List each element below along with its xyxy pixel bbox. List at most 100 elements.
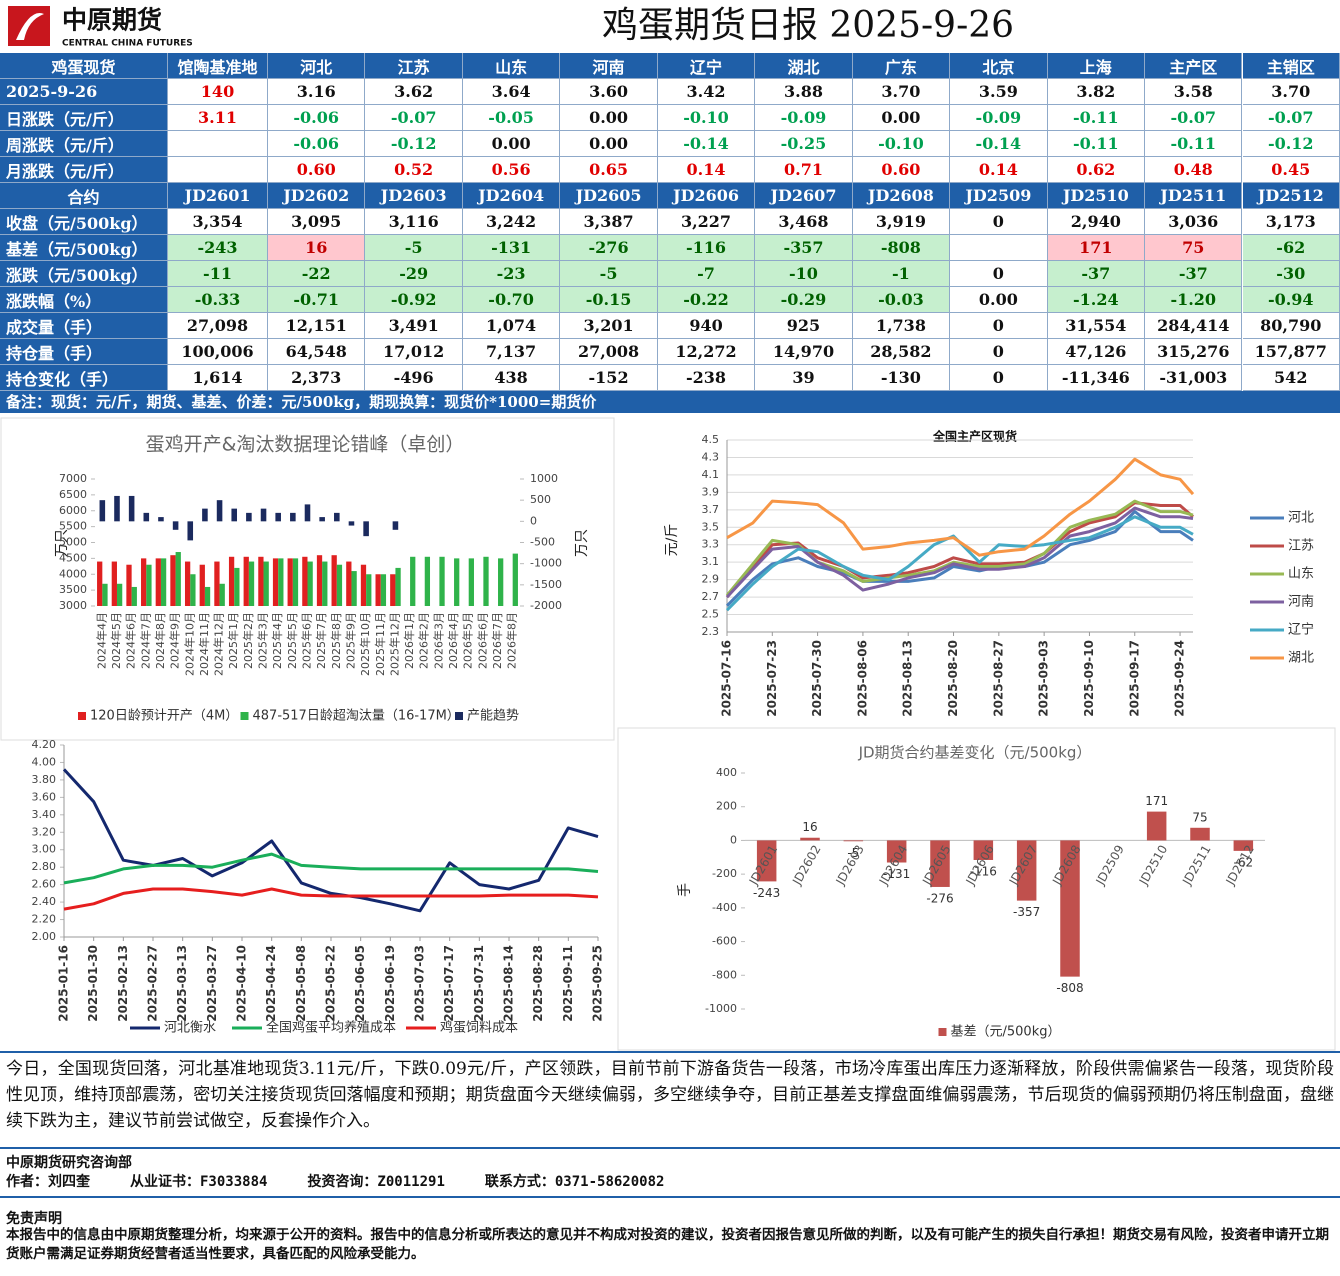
table-cell: 0.52 bbox=[365, 157, 463, 183]
footer-rule bbox=[0, 1196, 1340, 1198]
bar bbox=[97, 561, 103, 606]
bar bbox=[143, 512, 150, 522]
table-header-cell: JD2510 bbox=[1047, 183, 1146, 209]
table-cell: 31,554 bbox=[1047, 313, 1146, 339]
table-cell: 3.42 bbox=[657, 79, 756, 105]
table-cell: -496 bbox=[365, 365, 463, 391]
table-cell: -0.29 bbox=[755, 287, 853, 313]
x-tick-label: JD2509 bbox=[1093, 843, 1127, 888]
disclaimer-text: 本报告中的信息由中原期货整理分析，均来源于公开的资料。报告中的信息分析或所表达的… bbox=[6, 1227, 1329, 1262]
table-header-cell: 馆陶基准地 bbox=[168, 53, 268, 79]
table-header-cell: JD2607 bbox=[755, 183, 853, 209]
table-cell bbox=[168, 131, 268, 157]
x-tick-label: 2025-09-03 bbox=[1037, 640, 1051, 717]
data-label: -62 bbox=[1234, 855, 1254, 869]
y-tick-label: -400 bbox=[712, 901, 737, 914]
bar bbox=[228, 556, 235, 606]
y-tick-label: -2000 bbox=[530, 599, 562, 612]
bar bbox=[1190, 827, 1210, 841]
table-cell: -0.07 bbox=[1145, 105, 1243, 131]
x-tick-label: 2026年5月 bbox=[461, 612, 475, 669]
table-cell: 0.00 bbox=[462, 131, 561, 157]
y-tick-label: 7000 bbox=[59, 472, 87, 485]
x-tick-label: 2025-05-08 bbox=[294, 945, 308, 1022]
table-header-cell: 湖北 bbox=[755, 53, 853, 79]
table-header-cell: 上海 bbox=[1047, 53, 1146, 79]
bar bbox=[366, 574, 372, 606]
x-tick-label: 2024年8月 bbox=[153, 612, 167, 669]
x-tick-label: 2026年1月 bbox=[402, 612, 416, 669]
x-tick-label: 2024年5月 bbox=[109, 612, 123, 669]
bar bbox=[128, 495, 135, 522]
table-cell: -152 bbox=[560, 365, 658, 391]
table-cell: 100,006 bbox=[168, 339, 268, 365]
bar bbox=[316, 555, 323, 606]
table-cell: -243 bbox=[168, 235, 268, 261]
bar bbox=[512, 553, 518, 606]
x-tick-label: 2025年2月 bbox=[241, 612, 255, 669]
table-cell: 542 bbox=[1242, 365, 1340, 391]
table-cell: -0.07 bbox=[1242, 105, 1340, 131]
table-cell: 2,940 bbox=[1047, 209, 1146, 235]
x-tick-label: 2025-08-27 bbox=[991, 640, 1005, 717]
footer-advisory: 投资咨询：Z0011291 bbox=[307, 1174, 445, 1190]
bar bbox=[360, 564, 367, 606]
table-cell: 3,919 bbox=[852, 209, 951, 235]
legend-label: 河北 bbox=[1288, 511, 1314, 526]
bar bbox=[1016, 840, 1037, 901]
table-cell: 持仓变化（手） bbox=[0, 365, 168, 391]
table-cell: -0.25 bbox=[755, 131, 853, 157]
x-tick-label: 2024年7月 bbox=[138, 612, 152, 669]
bar bbox=[172, 521, 179, 530]
x-tick-label: JD2603 bbox=[833, 843, 867, 888]
x-tick-label: 2026年3月 bbox=[431, 612, 445, 669]
table-header-cell: JD2606 bbox=[657, 183, 756, 209]
y-tick-label: 2.00 bbox=[32, 930, 57, 943]
legend-swatch bbox=[78, 712, 86, 720]
x-tick-label: 2025-09-24 bbox=[1173, 640, 1187, 717]
legend-swatch bbox=[455, 712, 463, 720]
y-tick-label: 3.40 bbox=[32, 808, 57, 821]
table-cell: -22 bbox=[268, 261, 366, 287]
legend-label: 487-517日龄超淘汰量（16-17M） bbox=[253, 709, 460, 724]
x-tick-label: JD2510 bbox=[1136, 843, 1170, 888]
y-axis-title: 手 bbox=[677, 883, 693, 897]
chart-title: JD期货合约基差变化（元/500kg） bbox=[858, 744, 1092, 762]
footer-cert: 从业证书：F3033884 bbox=[130, 1174, 268, 1190]
charts: 蛋鸡开产&淘汰数据理论错峰（卓创）万只 万只3000350040004500500… bbox=[0, 417, 1336, 1051]
x-tick-label: 2025-08-20 bbox=[946, 640, 960, 717]
x-tick-label: 2025-07-03 bbox=[413, 945, 427, 1022]
bar bbox=[214, 561, 220, 606]
table-cell: -1 bbox=[852, 261, 951, 287]
x-tick-label: 2025年3月 bbox=[256, 612, 270, 669]
bar bbox=[216, 500, 223, 522]
x-tick-label: 2025年5月 bbox=[285, 612, 299, 669]
footer-contact: 联系方式：0371-58620082 bbox=[484, 1174, 665, 1190]
x-tick-label: JD2602 bbox=[789, 843, 823, 888]
table-cell: -276 bbox=[560, 235, 658, 261]
bar bbox=[155, 558, 161, 606]
y-tick-label: 3.00 bbox=[32, 843, 57, 856]
y-tick-label: 3.9 bbox=[702, 485, 720, 498]
x-tick-label: 2025-07-31 bbox=[472, 945, 486, 1022]
x-tick-label: 2025年1月 bbox=[226, 612, 240, 669]
y-tick-label: 5500 bbox=[59, 520, 87, 533]
bar bbox=[243, 556, 249, 606]
table-cell: -0.12 bbox=[1242, 131, 1340, 157]
series-line bbox=[726, 457, 1195, 557]
series-line bbox=[725, 506, 1194, 599]
bar bbox=[248, 561, 255, 606]
bar bbox=[930, 840, 950, 887]
bar bbox=[454, 558, 460, 606]
bar bbox=[392, 521, 399, 530]
table-cell: 3,095 bbox=[268, 209, 366, 235]
table-cell: -0.10 bbox=[852, 131, 951, 157]
table-cell: 涨跌（元/500kg） bbox=[0, 261, 168, 287]
x-tick-label: 2024年12月 bbox=[212, 612, 226, 676]
x-tick-label: JD2511 bbox=[1179, 843, 1213, 888]
bar bbox=[187, 521, 194, 541]
bar bbox=[184, 561, 191, 606]
table-cell: 3.82 bbox=[1047, 79, 1146, 105]
bar bbox=[334, 512, 340, 522]
y-tick-label: 3.5 bbox=[702, 520, 720, 533]
